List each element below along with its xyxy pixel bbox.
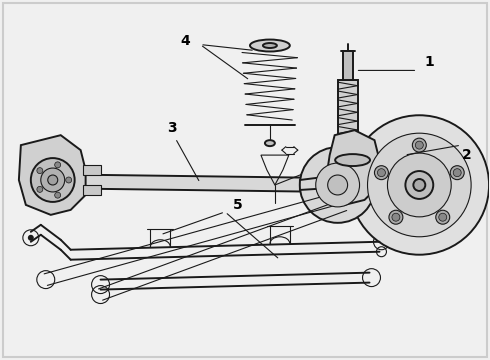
Text: 3: 3 — [168, 121, 177, 135]
Circle shape — [328, 175, 347, 195]
Text: 2: 2 — [462, 148, 472, 162]
Ellipse shape — [250, 40, 290, 51]
Ellipse shape — [25, 173, 37, 189]
Ellipse shape — [343, 168, 353, 176]
Circle shape — [439, 213, 447, 221]
Circle shape — [349, 115, 489, 255]
Circle shape — [436, 210, 450, 224]
Circle shape — [55, 192, 61, 198]
Circle shape — [374, 166, 389, 180]
Ellipse shape — [263, 43, 277, 48]
Circle shape — [300, 147, 375, 223]
Circle shape — [405, 171, 433, 199]
Circle shape — [37, 168, 43, 174]
Polygon shape — [327, 130, 379, 205]
Circle shape — [31, 158, 74, 202]
Circle shape — [413, 138, 426, 152]
Circle shape — [316, 163, 360, 207]
Circle shape — [388, 153, 451, 217]
Polygon shape — [31, 174, 335, 192]
Text: 5: 5 — [233, 198, 243, 212]
Text: 4: 4 — [180, 33, 190, 48]
Circle shape — [450, 166, 464, 180]
Circle shape — [377, 169, 386, 177]
Circle shape — [37, 186, 43, 192]
Polygon shape — [83, 185, 100, 195]
Ellipse shape — [339, 160, 357, 170]
Polygon shape — [343, 50, 353, 80]
Ellipse shape — [335, 154, 370, 166]
Circle shape — [414, 179, 425, 191]
Circle shape — [48, 175, 58, 185]
Circle shape — [66, 177, 72, 183]
Ellipse shape — [265, 140, 275, 146]
FancyBboxPatch shape — [3, 3, 487, 357]
Circle shape — [368, 133, 471, 237]
Circle shape — [55, 162, 61, 168]
Circle shape — [28, 235, 34, 241]
Text: 1: 1 — [424, 55, 434, 69]
Circle shape — [389, 210, 403, 224]
Polygon shape — [83, 165, 100, 175]
Circle shape — [392, 213, 400, 221]
Circle shape — [416, 141, 423, 149]
Polygon shape — [19, 135, 86, 215]
Circle shape — [41, 168, 65, 192]
Polygon shape — [338, 80, 358, 160]
Circle shape — [453, 169, 461, 177]
